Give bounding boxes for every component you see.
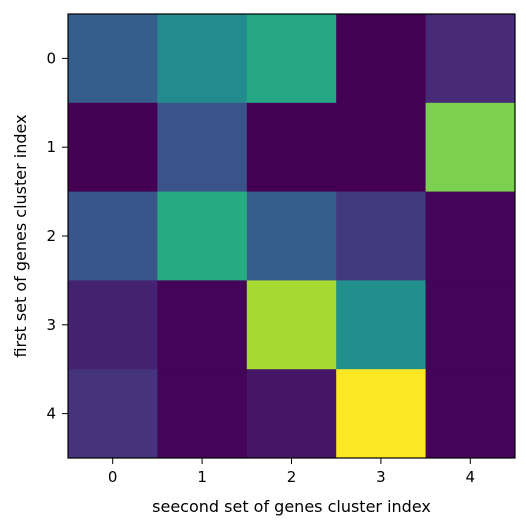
- y-tick-label: 1: [46, 138, 56, 156]
- heatmap-cell: [425, 102, 516, 193]
- heatmap-cell: [68, 14, 158, 104]
- y-tick-label: 3: [46, 316, 56, 334]
- y-tick-label: 0: [46, 49, 56, 67]
- y-tick-label: 2: [46, 227, 56, 245]
- heatmap-cell: [425, 14, 516, 104]
- heatmap-cell: [157, 369, 248, 459]
- x-axis-label: seecond set of genes cluster index: [152, 497, 431, 516]
- y-tick-label: 4: [46, 405, 56, 423]
- heatmap-cell: [68, 102, 158, 193]
- heatmap-cell: [157, 191, 248, 281]
- heatmap-cell: [68, 191, 158, 281]
- heatmap-cell: [68, 280, 158, 370]
- heatmap-cell: [425, 191, 516, 281]
- heatmap-cell: [425, 280, 516, 370]
- heatmap-cell: [246, 280, 337, 370]
- x-tick-label: 0: [108, 468, 118, 486]
- y-axis-label: first set of genes cluster index: [11, 114, 30, 357]
- heatmap-cell: [246, 102, 337, 193]
- heatmap-cell: [336, 14, 427, 104]
- x-tick-label: 3: [376, 468, 386, 486]
- heatmap-cell: [336, 369, 427, 459]
- y-axis-ticks: 0 1 2 3 4: [46, 49, 68, 423]
- heatmap-cell: [425, 369, 516, 459]
- heatmap-cell: [246, 14, 337, 104]
- heatmap-cell: [246, 369, 337, 459]
- x-tick-label: 4: [466, 468, 476, 486]
- heatmap-cells: [68, 14, 516, 459]
- heatmap-cell: [336, 280, 427, 370]
- x-tick-label: 1: [197, 468, 207, 486]
- x-axis-ticks: 0 1 2 3 4: [108, 458, 475, 486]
- heatmap-cell: [68, 369, 158, 459]
- heatmap-cell: [246, 191, 337, 281]
- x-tick-label: 2: [287, 468, 297, 486]
- heatmap-cell: [336, 191, 427, 281]
- heatmap-cell: [157, 102, 248, 193]
- heatmap-cell: [157, 14, 248, 104]
- heatmap-cell: [336, 102, 427, 193]
- heatmap-cell: [157, 280, 248, 370]
